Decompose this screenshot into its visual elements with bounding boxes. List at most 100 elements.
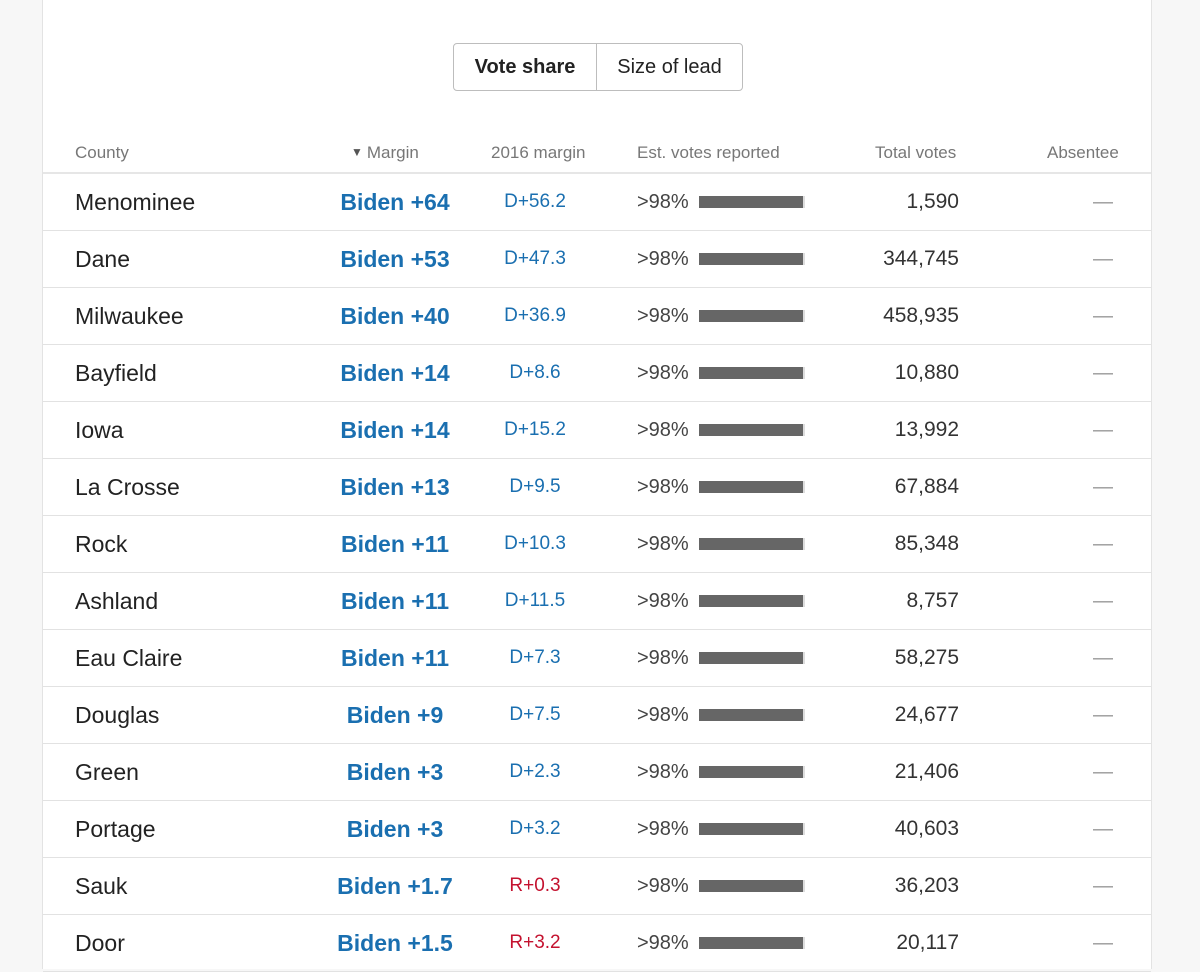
votes-reported-label: >98%	[637, 248, 689, 270]
total-votes-value: 13,992	[894, 418, 959, 441]
sort-descending-icon: ▼	[351, 145, 363, 159]
margin-2016-value: D+8.6	[509, 362, 561, 383]
votes-reported-label: >98%	[637, 362, 689, 384]
margin-2016-value: D+7.5	[509, 704, 561, 725]
total-votes-value: 40,603	[894, 817, 959, 840]
table-row[interactable]: Dane Biden +53 D+47.3 >98% 344,745 —	[43, 231, 1151, 288]
reported-progress-fill	[698, 880, 803, 892]
county-column-header[interactable]: County	[75, 143, 129, 162]
margin-value: Biden +1.7	[337, 873, 453, 899]
margin-value: Biden +1.5	[337, 930, 453, 956]
votes-reported-label: >98%	[637, 476, 689, 498]
reported-progress-bar	[698, 481, 805, 493]
reported-progress-bar	[698, 367, 805, 379]
reported-column-header[interactable]: Est. votes reported	[637, 143, 780, 162]
absentee-value: —	[1093, 305, 1113, 327]
total-votes-value: 8,757	[906, 589, 959, 612]
reported-progress-bar	[698, 709, 805, 721]
reported-progress-bar	[698, 823, 805, 835]
reported-progress-fill	[698, 823, 803, 835]
absentee-value: —	[1093, 191, 1113, 213]
total-votes-value: 1,590	[906, 190, 959, 213]
county-name: Portage	[75, 816, 156, 842]
margin-2016-value: R+3.2	[509, 932, 561, 953]
reported-progress-bar	[698, 196, 805, 208]
margin-2016-value: D+7.3	[509, 647, 561, 668]
reported-progress-fill	[698, 253, 803, 265]
county-name: Door	[75, 930, 125, 956]
votes-reported: >98%	[637, 288, 805, 344]
reported-progress-fill	[698, 595, 803, 607]
table-row[interactable]: Milwaukee Biden +40 D+36.9 >98% 458,935 —	[43, 288, 1151, 345]
votes-reported: >98%	[637, 744, 805, 800]
county-name: Ashland	[75, 588, 159, 614]
total-votes-value: 24,677	[894, 703, 959, 726]
absentee-value: —	[1093, 248, 1113, 270]
county-name: Milwaukee	[75, 303, 184, 329]
table-row[interactable]: Eau Claire Biden +11 D+7.3 >98% 58,275 —	[43, 630, 1151, 687]
margin-value: Biden +40	[340, 303, 450, 329]
margin-2016-value: D+3.2	[509, 818, 561, 839]
margin-value: Biden +11	[340, 531, 450, 557]
margin-2016-value: D+11.5	[504, 590, 566, 611]
absentee-value: —	[1093, 932, 1113, 954]
county-name: Bayfield	[75, 360, 157, 386]
margin-value: Biden +11	[340, 588, 450, 614]
votes-reported: >98%	[637, 174, 805, 230]
margin-value: Biden +3	[346, 816, 444, 842]
absentee-value: —	[1093, 533, 1113, 555]
votes-reported-label: >98%	[637, 590, 689, 612]
total-votes-value: 344,745	[883, 247, 959, 270]
absentee-value: —	[1093, 362, 1113, 384]
table-row[interactable]: Portage Biden +3 D+3.2 >98% 40,603 —	[43, 801, 1151, 858]
reported-progress-bar	[698, 253, 805, 265]
margin-value: Biden +64	[340, 189, 450, 215]
margin-2016-value: R+0.3	[509, 875, 561, 896]
table-row[interactable]: Bayfield Biden +14 D+8.6 >98% 10,880 —	[43, 345, 1151, 402]
absentee-column-header[interactable]: Absentee	[1047, 143, 1119, 162]
table-row[interactable]: Iowa Biden +14 D+15.2 >98% 13,992 —	[43, 402, 1151, 459]
total-votes-value: 85,348	[894, 532, 959, 555]
county-name: Iowa	[75, 417, 124, 443]
reported-progress-bar	[698, 310, 805, 322]
reported-progress-fill	[698, 424, 803, 436]
reported-progress-bar	[698, 652, 805, 664]
reported-progress-fill	[698, 310, 803, 322]
margin-value: Biden +3	[346, 759, 444, 785]
results-panel: Vote share Size of lead County ▼ Margin 2…	[42, 0, 1152, 972]
county-name: Menominee	[75, 189, 196, 215]
margin-2016-value: D+56.2	[504, 191, 566, 212]
margin-value: Biden +11	[340, 645, 450, 671]
margin-column-header[interactable]: ▼ Margin	[351, 143, 419, 163]
votes-reported-label: >98%	[637, 419, 689, 441]
size-of-lead-toggle-button[interactable]: Size of lead	[617, 55, 722, 78]
county-name: La Crosse	[75, 474, 180, 500]
table-row[interactable]: Ashland Biden +11 D+11.5 >98% 8,757 —	[43, 573, 1151, 630]
reported-progress-fill	[698, 196, 803, 208]
margin-value: Biden +13	[340, 474, 450, 500]
margin-2016-column-header[interactable]: 2016 margin	[491, 143, 586, 162]
votes-reported: >98%	[637, 801, 805, 857]
county-results-table: County ▼ Margin 2016 margin Est. votes re…	[43, 136, 1151, 972]
county-name: Rock	[75, 531, 128, 557]
table-row[interactable]: Green Biden +3 D+2.3 >98% 21,406 —	[43, 744, 1151, 801]
table-row[interactable]: Menominee Biden +64 D+56.2 >98% 1,590 —	[43, 174, 1151, 231]
votes-reported: >98%	[637, 231, 805, 287]
table-row[interactable]: Douglas Biden +9 D+7.5 >98% 24,677 —	[43, 687, 1151, 744]
margin-value: Biden +14	[340, 360, 450, 386]
total-votes-value: 20,117	[896, 931, 959, 954]
votes-reported: >98%	[637, 687, 805, 743]
table-row[interactable]: Door Biden +1.5 R+3.2 >98% 20,117 —	[43, 915, 1151, 972]
absentee-value: —	[1093, 647, 1113, 669]
reported-progress-fill	[698, 481, 803, 493]
absentee-value: —	[1093, 761, 1113, 783]
absentee-value: —	[1093, 419, 1113, 441]
table-row[interactable]: La Crosse Biden +13 D+9.5 >98% 67,884 —	[43, 459, 1151, 516]
votes-reported-label: >98%	[637, 818, 689, 840]
table-row[interactable]: Sauk Biden +1.7 R+0.3 >98% 36,203 —	[43, 858, 1151, 915]
votes-reported: >98%	[637, 573, 805, 629]
votes-reported-label: >98%	[637, 761, 689, 783]
vote-share-toggle-button[interactable]: Vote share	[454, 44, 597, 90]
table-row[interactable]: Rock Biden +11 D+10.3 >98% 85,348 —	[43, 516, 1151, 573]
total-votes-column-header[interactable]: Total votes	[875, 143, 957, 162]
